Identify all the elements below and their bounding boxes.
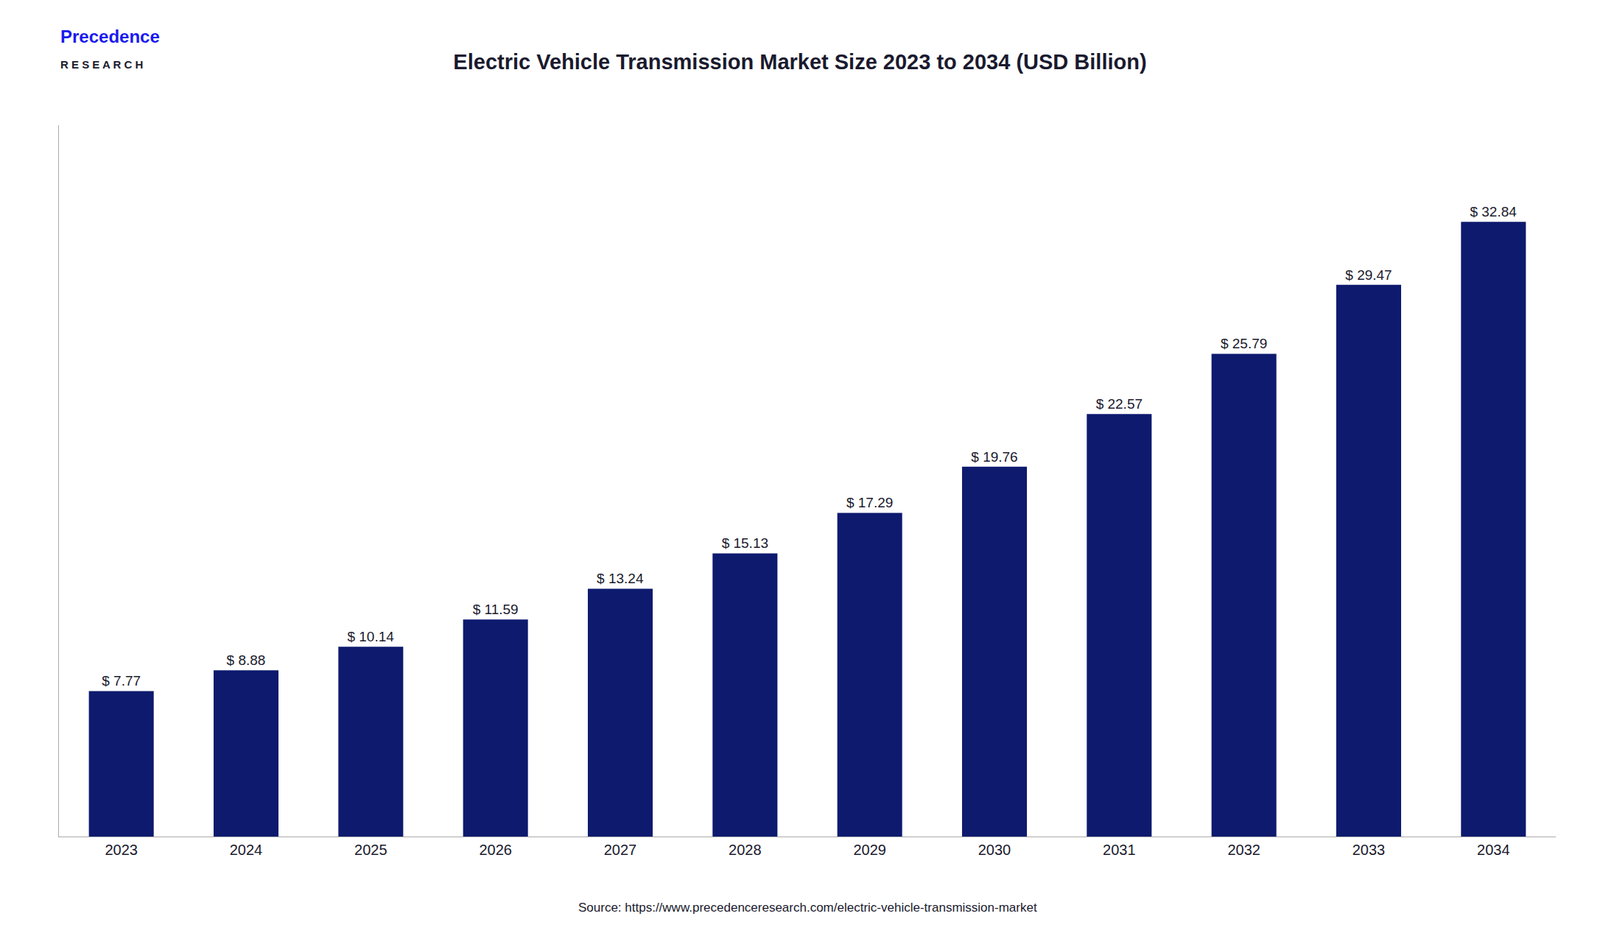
svg-text:$ 15.13: $ 15.13 bbox=[721, 535, 769, 552]
svg-text:2029: 2029 bbox=[853, 841, 887, 859]
svg-text:2034: 2034 bbox=[1476, 841, 1511, 859]
svg-text:2028: 2028 bbox=[728, 841, 762, 859]
svg-text:$ 29.47: $ 29.47 bbox=[1345, 267, 1392, 283]
svg-text:2027: 2027 bbox=[604, 841, 638, 859]
svg-text:$ 7.77: $ 7.77 bbox=[101, 673, 141, 689]
svg-text:Source: https://www.precedence: Source: https://www.precedenceresearch.c… bbox=[578, 900, 1038, 915]
svg-text:Electric Vehicle Transmission: Electric Vehicle Transmission Market Siz… bbox=[453, 50, 1147, 74]
svg-text:$ 25.79: $ 25.79 bbox=[1220, 335, 1268, 352]
svg-text:2032: 2032 bbox=[1227, 841, 1261, 859]
svg-text:$ 22.57: $ 22.57 bbox=[1096, 396, 1143, 412]
svg-text:$ 19.76: $ 19.76 bbox=[970, 449, 1018, 465]
svg-text:Precedence: Precedence bbox=[60, 26, 160, 47]
svg-text:R E S E A R C H: R E S E A R C H bbox=[60, 58, 143, 71]
svg-text:$ 8.88: $ 8.88 bbox=[226, 652, 266, 669]
svg-text:2026: 2026 bbox=[478, 841, 512, 859]
svg-text:2030: 2030 bbox=[978, 841, 1012, 859]
svg-text:2025: 2025 bbox=[354, 841, 387, 859]
svg-text:$ 13.24: $ 13.24 bbox=[596, 570, 644, 587]
svg-text:2023: 2023 bbox=[104, 841, 138, 859]
svg-text:$ 17.29: $ 17.29 bbox=[846, 495, 893, 511]
svg-text:$ 11.59: $ 11.59 bbox=[472, 601, 519, 618]
svg-text:2033: 2033 bbox=[1352, 841, 1386, 859]
svg-text:2024: 2024 bbox=[229, 841, 263, 859]
svg-text:2031: 2031 bbox=[1102, 841, 1136, 859]
svg-text:$ 32.84: $ 32.84 bbox=[1469, 204, 1517, 220]
svg-text:$ 10.14: $ 10.14 bbox=[346, 629, 395, 645]
